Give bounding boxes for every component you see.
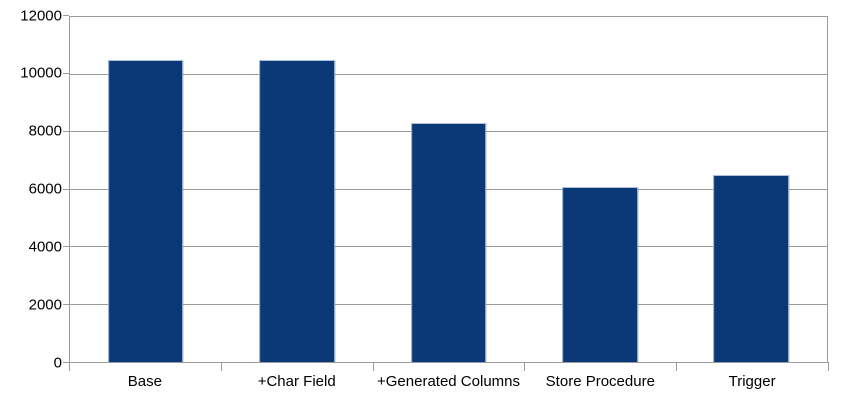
x-category-label: +Char Field	[257, 373, 336, 390]
x-tick-mark	[828, 362, 829, 371]
x-category-label: Trigger	[728, 373, 776, 390]
x-category-label: Base	[127, 373, 162, 390]
gridline	[70, 73, 827, 75]
y-tick-mark	[63, 246, 69, 248]
bar	[410, 123, 487, 362]
bar	[259, 60, 335, 362]
bar	[107, 60, 184, 362]
x-axis-labels: Base +Char Field +Generated Columns Store P…	[69, 373, 828, 393]
y-tick-mark	[63, 188, 69, 190]
y-tick-label: 10000	[20, 64, 62, 82]
bar	[562, 186, 638, 362]
y-axis-labels: 0 2000 4000 6000 8000 10000 12000	[0, 7, 62, 370]
y-tick-label: 6000	[28, 180, 62, 198]
x-category-label: +Generated Columns	[377, 373, 520, 390]
x-category-label: Store Procedure	[545, 373, 655, 390]
y-tick-label: 8000	[28, 122, 62, 140]
y-tick-mark	[63, 130, 69, 132]
y-tick-mark	[63, 362, 69, 363]
y-tick-label: 2000	[28, 295, 62, 313]
x-tick-mark	[372, 362, 374, 371]
y-tick-mark	[63, 15, 69, 16]
y-tick-label: 4000	[28, 238, 62, 256]
x-tick-mark	[220, 362, 222, 371]
bar	[713, 175, 790, 362]
x-axis-tick-marks	[69, 362, 829, 371]
y-tick-mark	[63, 304, 69, 306]
y-tick-label: 12000	[20, 6, 62, 24]
x-tick-mark	[676, 362, 678, 371]
y-axis-tick-marks	[63, 15, 69, 363]
x-tick-mark	[524, 362, 526, 371]
plot-area	[69, 16, 828, 363]
x-tick-mark	[69, 362, 70, 371]
y-tick-label: 0	[53, 353, 62, 371]
y-tick-mark	[63, 72, 69, 74]
